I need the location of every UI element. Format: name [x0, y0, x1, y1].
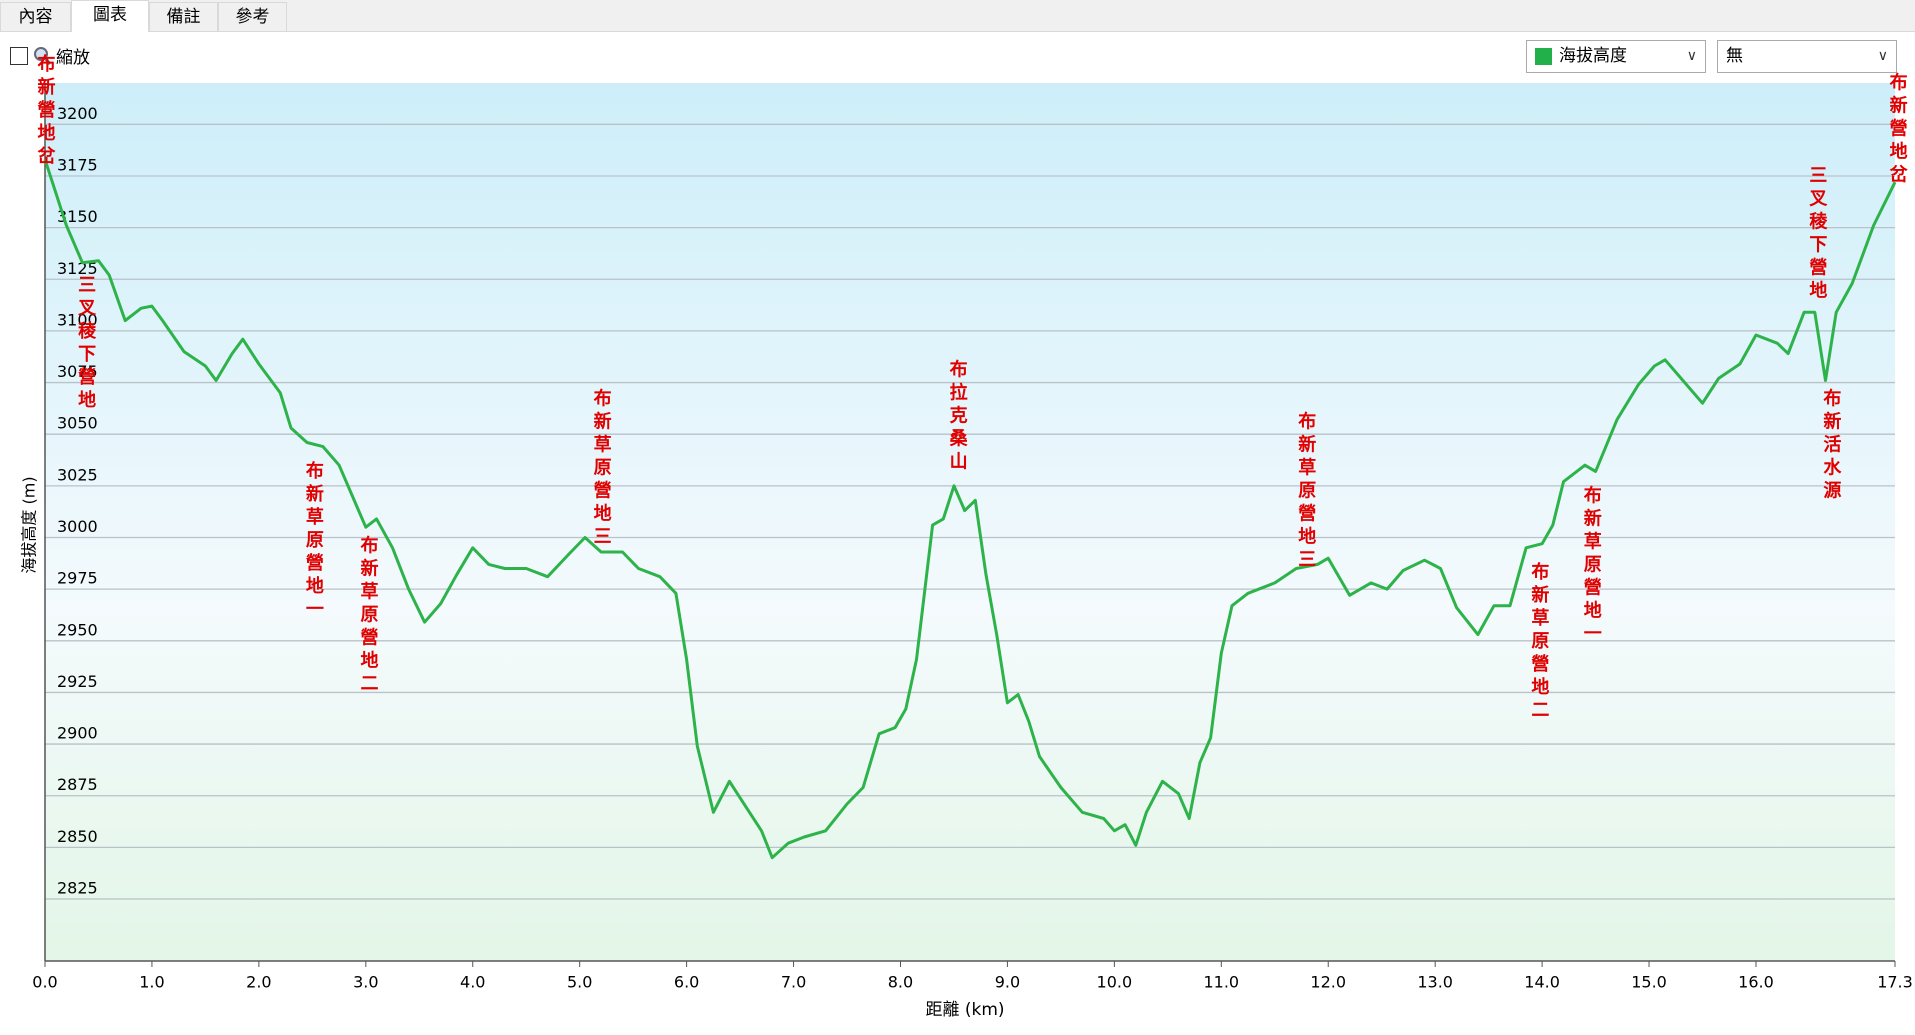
x-tick-label: 12.0	[1310, 973, 1346, 992]
y-tick-label: 3175	[57, 155, 98, 174]
y-tick-label: 2825	[57, 879, 98, 898]
x-tick-label: 16.0	[1738, 973, 1774, 992]
x-tick-label: 4.0	[460, 973, 485, 992]
waypoint-label: 布新草原營地二	[1528, 561, 1549, 723]
y-tick-label: 3025	[57, 465, 98, 484]
x-tick-label: 5.0	[567, 973, 592, 992]
x-tick-label: 9.0	[995, 973, 1020, 992]
chevron: ∨	[1686, 48, 1697, 64]
y-tick-label: 3050	[57, 414, 98, 433]
tab[interactable]: 備註	[149, 2, 218, 31]
zoom-label: 縮放	[56, 48, 90, 68]
tab[interactable]: 內容	[0, 2, 71, 31]
series-swatch	[1535, 48, 1552, 65]
waypoint-label: 三叉稜下營地	[1806, 166, 1828, 304]
waypoint-label: 布新營地岔	[1887, 72, 1908, 188]
checkbox[interactable]	[10, 46, 28, 65]
x-tick-label: 1.0	[139, 973, 164, 992]
waypoint-label: 布新活水源	[1820, 388, 1841, 504]
plot-background	[45, 83, 1895, 961]
tab-bar: 內容 圖表 備註 參考	[0, 0, 1915, 32]
waypoint-label: 三叉稜下營地	[75, 275, 97, 413]
x-tick-label: 2.0	[246, 973, 271, 992]
waypoint-label: 布新營地岔	[35, 53, 56, 169]
x-tick-label: 3.0	[353, 973, 378, 992]
waypoint-label: 布新草原營地三	[1295, 410, 1316, 572]
y-tick-label: 2950	[57, 620, 98, 639]
zoom-toggle[interactable]: 縮放	[10, 43, 90, 68]
tab[interactable]: 參考	[218, 2, 287, 31]
x-tick-label: 13.0	[1417, 973, 1453, 992]
dropdown-text: 海拔高度	[1559, 46, 1627, 66]
tab[interactable]: 圖表	[71, 0, 149, 32]
waypoint-label: 布拉克桑山	[947, 359, 968, 475]
series-dropdown[interactable]: 海拔高度 ∨	[1526, 40, 1706, 73]
y-tick-label: 3075	[57, 362, 98, 381]
y-tick-label: 3200	[57, 104, 98, 123]
x-tick-label: 11.0	[1203, 973, 1239, 992]
x-tick-label: 0.0	[32, 973, 57, 992]
x-tick-label: 15.0	[1631, 973, 1667, 992]
second-dropdown[interactable]: 無 ∨	[1717, 40, 1897, 73]
x-tick-label: 6.0	[674, 973, 699, 992]
y-tick-label: 2900	[57, 724, 98, 743]
x-tick-label: 7.0	[781, 973, 806, 992]
waypoint-label: 布新草原營地一	[303, 460, 324, 622]
y-tick-label: 3100	[57, 310, 98, 329]
x-axis-title: 距離 (km)	[925, 1000, 1004, 1020]
y-tick-label: 2850	[57, 827, 98, 846]
chevron: ∨	[1877, 48, 1888, 64]
y-tick-label: 3000	[57, 517, 98, 536]
dropdown-text: 無	[1726, 46, 1743, 66]
waypoint-label: 布新草原營地三	[591, 388, 612, 550]
y-tick-label: 3150	[57, 207, 98, 226]
y-axis-title: 海拔高度 (m)	[20, 476, 39, 573]
waypoint-label: 布新草原營地一	[1581, 485, 1602, 647]
waypoint-label: 布新草原營地二	[357, 534, 378, 696]
x-tick-label: 10.0	[1097, 973, 1133, 992]
y-tick-label: 2925	[57, 672, 98, 691]
x-tick-label: 14.0	[1524, 973, 1560, 992]
elevation-line	[43, 158, 1897, 860]
x-tick-label: 17.3	[1877, 973, 1913, 992]
magnifier-icon	[34, 46, 52, 65]
x-tick-label: 8.0	[888, 973, 913, 992]
y-tick-label: 2975	[57, 569, 98, 588]
y-tick-label: 2875	[57, 775, 98, 794]
